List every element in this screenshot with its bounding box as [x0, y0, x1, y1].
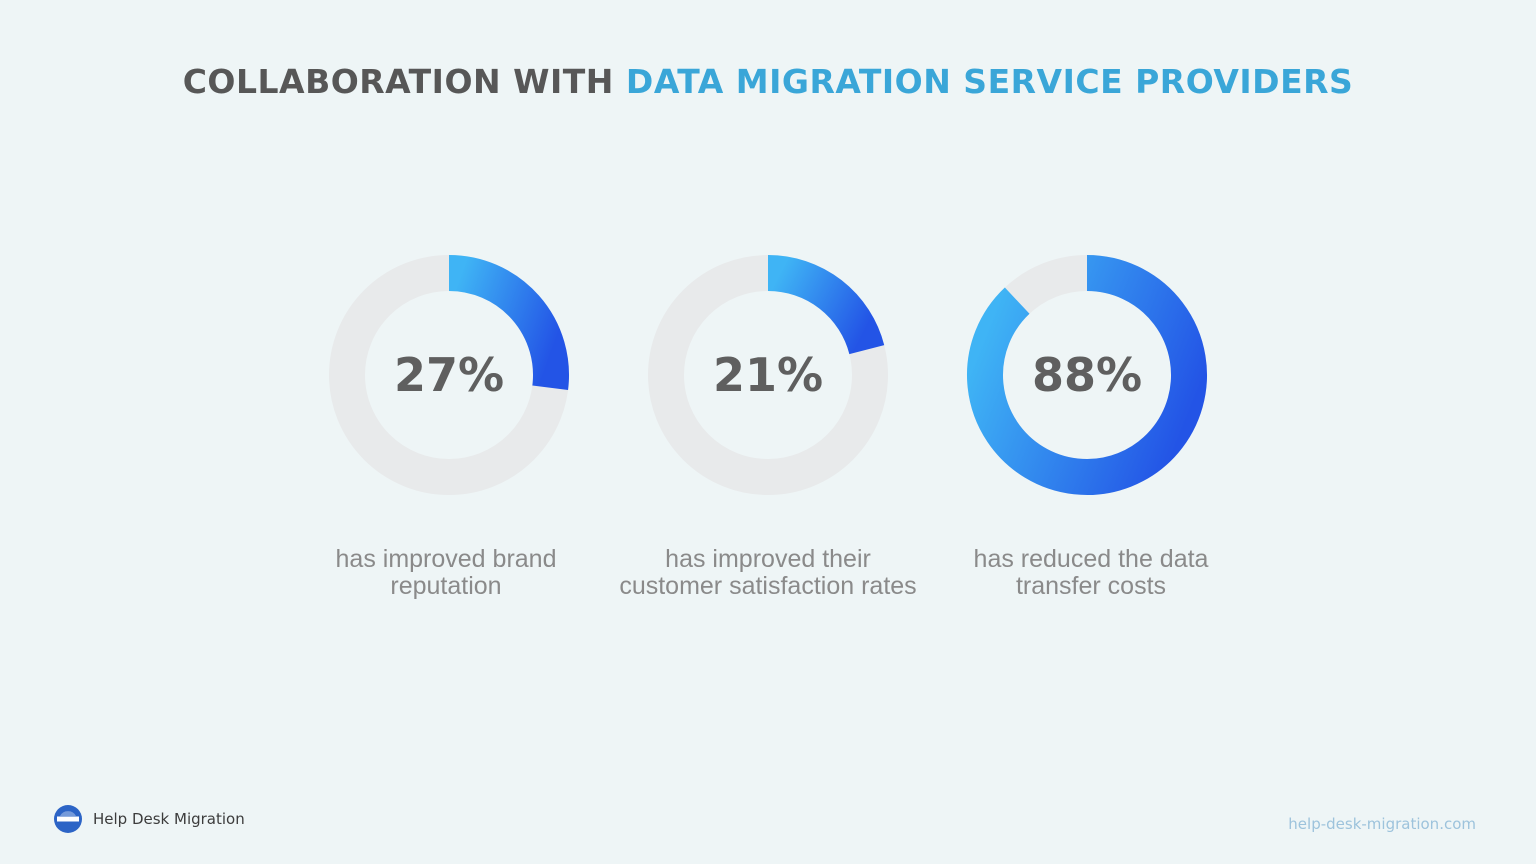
donut-arc-1: [448, 255, 569, 391]
donut-arc-2: [767, 255, 885, 355]
donut-svg-3: [967, 255, 1207, 495]
donut-caption-1: has improved brand reputation: [335, 545, 557, 600]
page-title: COLLABORATION WITH DATA MIGRATION SERVIC…: [0, 62, 1536, 101]
donut-value-label-2: 21%: [712, 348, 824, 402]
donut-value-label-1: 27%: [393, 348, 505, 402]
donut-chart-2: 21%: [647, 254, 889, 496]
donut-chart-3: 88%: [966, 254, 1208, 496]
brand-name: Help Desk Migration: [93, 810, 245, 828]
donut-chart-1: 27%: [328, 254, 570, 496]
donut-svg-2: [648, 255, 888, 495]
donut-caption-2: has improved their customer satisfaction…: [619, 545, 917, 600]
brand: Help Desk Migration: [53, 804, 245, 834]
title-part-1: COLLABORATION WITH: [182, 62, 626, 101]
website-link[interactable]: help-desk-migration.com: [1288, 815, 1476, 833]
help-desk-migration-logo-icon: [54, 805, 82, 833]
donut-arc-3: [967, 255, 1207, 495]
title-part-2: DATA MIGRATION SERVICE PROVIDERS: [625, 62, 1354, 101]
donut-caption-3: has reduced the data transfer costs: [973, 545, 1209, 600]
donut-value-label-3: 88%: [1031, 348, 1143, 402]
donut-svg-1: [329, 255, 569, 495]
